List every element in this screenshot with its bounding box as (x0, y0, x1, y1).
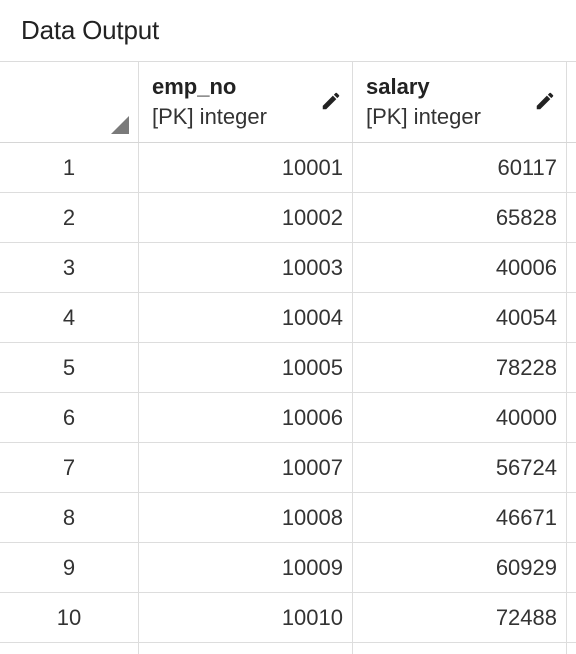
cell-emp-no[interactable]: 10007 (139, 443, 353, 492)
cell-salary[interactable]: 40000 (353, 393, 567, 442)
column-type: [PK] integer (366, 104, 481, 129)
row-filler (567, 393, 576, 442)
cell-salary[interactable]: 40006 (353, 243, 567, 292)
cell-salary[interactable] (353, 643, 567, 654)
row-number: 3 (0, 243, 139, 292)
table-row[interactable]: 7 10007 56724 (0, 443, 576, 493)
cell-emp-no[interactable]: 10006 (139, 393, 353, 442)
select-all-corner[interactable] (0, 62, 139, 142)
cell-salary[interactable]: 60117 (353, 143, 567, 192)
table-row[interactable]: 10 10010 72488 (0, 593, 576, 643)
column-name: emp_no (152, 74, 237, 99)
row-filler (567, 493, 576, 542)
cell-emp-no[interactable]: 10010 (139, 593, 353, 642)
pencil-icon[interactable] (320, 90, 342, 112)
row-filler (567, 643, 576, 654)
row-number: 7 (0, 443, 139, 492)
table-row[interactable]: 2 10002 65828 (0, 193, 576, 243)
row-filler (567, 193, 576, 242)
cell-salary[interactable]: 40054 (353, 293, 567, 342)
cell-salary[interactable]: 72488 (353, 593, 567, 642)
cell-salary[interactable]: 60929 (353, 543, 567, 592)
cell-emp-no[interactable]: 10009 (139, 543, 353, 592)
row-number: 1 (0, 143, 139, 192)
row-filler (567, 243, 576, 292)
column-header-emp-no[interactable]: emp_no [PK] integer (139, 62, 353, 142)
cell-salary[interactable]: 65828 (353, 193, 567, 242)
corner-triangle-icon (111, 116, 129, 134)
table-row[interactable]: 5 10005 78228 (0, 343, 576, 393)
column-type: [PK] integer (152, 104, 267, 129)
column-header-filler (567, 62, 576, 142)
grid-header-row: emp_no [PK] integer salary [PK] integer (0, 62, 576, 143)
row-number: 6 (0, 393, 139, 442)
row-filler (567, 443, 576, 492)
row-filler (567, 293, 576, 342)
row-number: 9 (0, 543, 139, 592)
table-row-partial[interactable] (0, 643, 576, 654)
cell-emp-no[interactable]: 10005 (139, 343, 353, 392)
row-number: 8 (0, 493, 139, 542)
pencil-icon[interactable] (534, 90, 556, 112)
table-row[interactable]: 8 10008 46671 (0, 493, 576, 543)
row-filler (567, 593, 576, 642)
row-filler (567, 543, 576, 592)
table-row[interactable]: 1 10001 60117 (0, 143, 576, 193)
table-row[interactable]: 4 10004 40054 (0, 293, 576, 343)
cell-salary[interactable]: 46671 (353, 493, 567, 542)
row-number (0, 643, 139, 654)
cell-emp-no[interactable]: 10001 (139, 143, 353, 192)
column-name: salary (366, 74, 430, 99)
panel-title: Data Output (21, 15, 159, 45)
cell-emp-no[interactable]: 10002 (139, 193, 353, 242)
cell-emp-no[interactable]: 10004 (139, 293, 353, 342)
table-row[interactable]: 6 10006 40000 (0, 393, 576, 443)
row-number: 10 (0, 593, 139, 642)
cell-emp-no[interactable]: 10003 (139, 243, 353, 292)
table-row[interactable]: 9 10009 60929 (0, 543, 576, 593)
cell-salary[interactable]: 78228 (353, 343, 567, 392)
row-filler (567, 143, 576, 192)
cell-emp-no[interactable] (139, 643, 353, 654)
results-grid: emp_no [PK] integer salary [PK] integer … (0, 62, 576, 654)
row-number: 2 (0, 193, 139, 242)
column-header-salary[interactable]: salary [PK] integer (353, 62, 567, 142)
cell-salary[interactable]: 56724 (353, 443, 567, 492)
panel-header: Data Output (0, 0, 576, 62)
table-row[interactable]: 3 10003 40006 (0, 243, 576, 293)
row-number: 4 (0, 293, 139, 342)
row-number: 5 (0, 343, 139, 392)
cell-emp-no[interactable]: 10008 (139, 493, 353, 542)
row-filler (567, 343, 576, 392)
